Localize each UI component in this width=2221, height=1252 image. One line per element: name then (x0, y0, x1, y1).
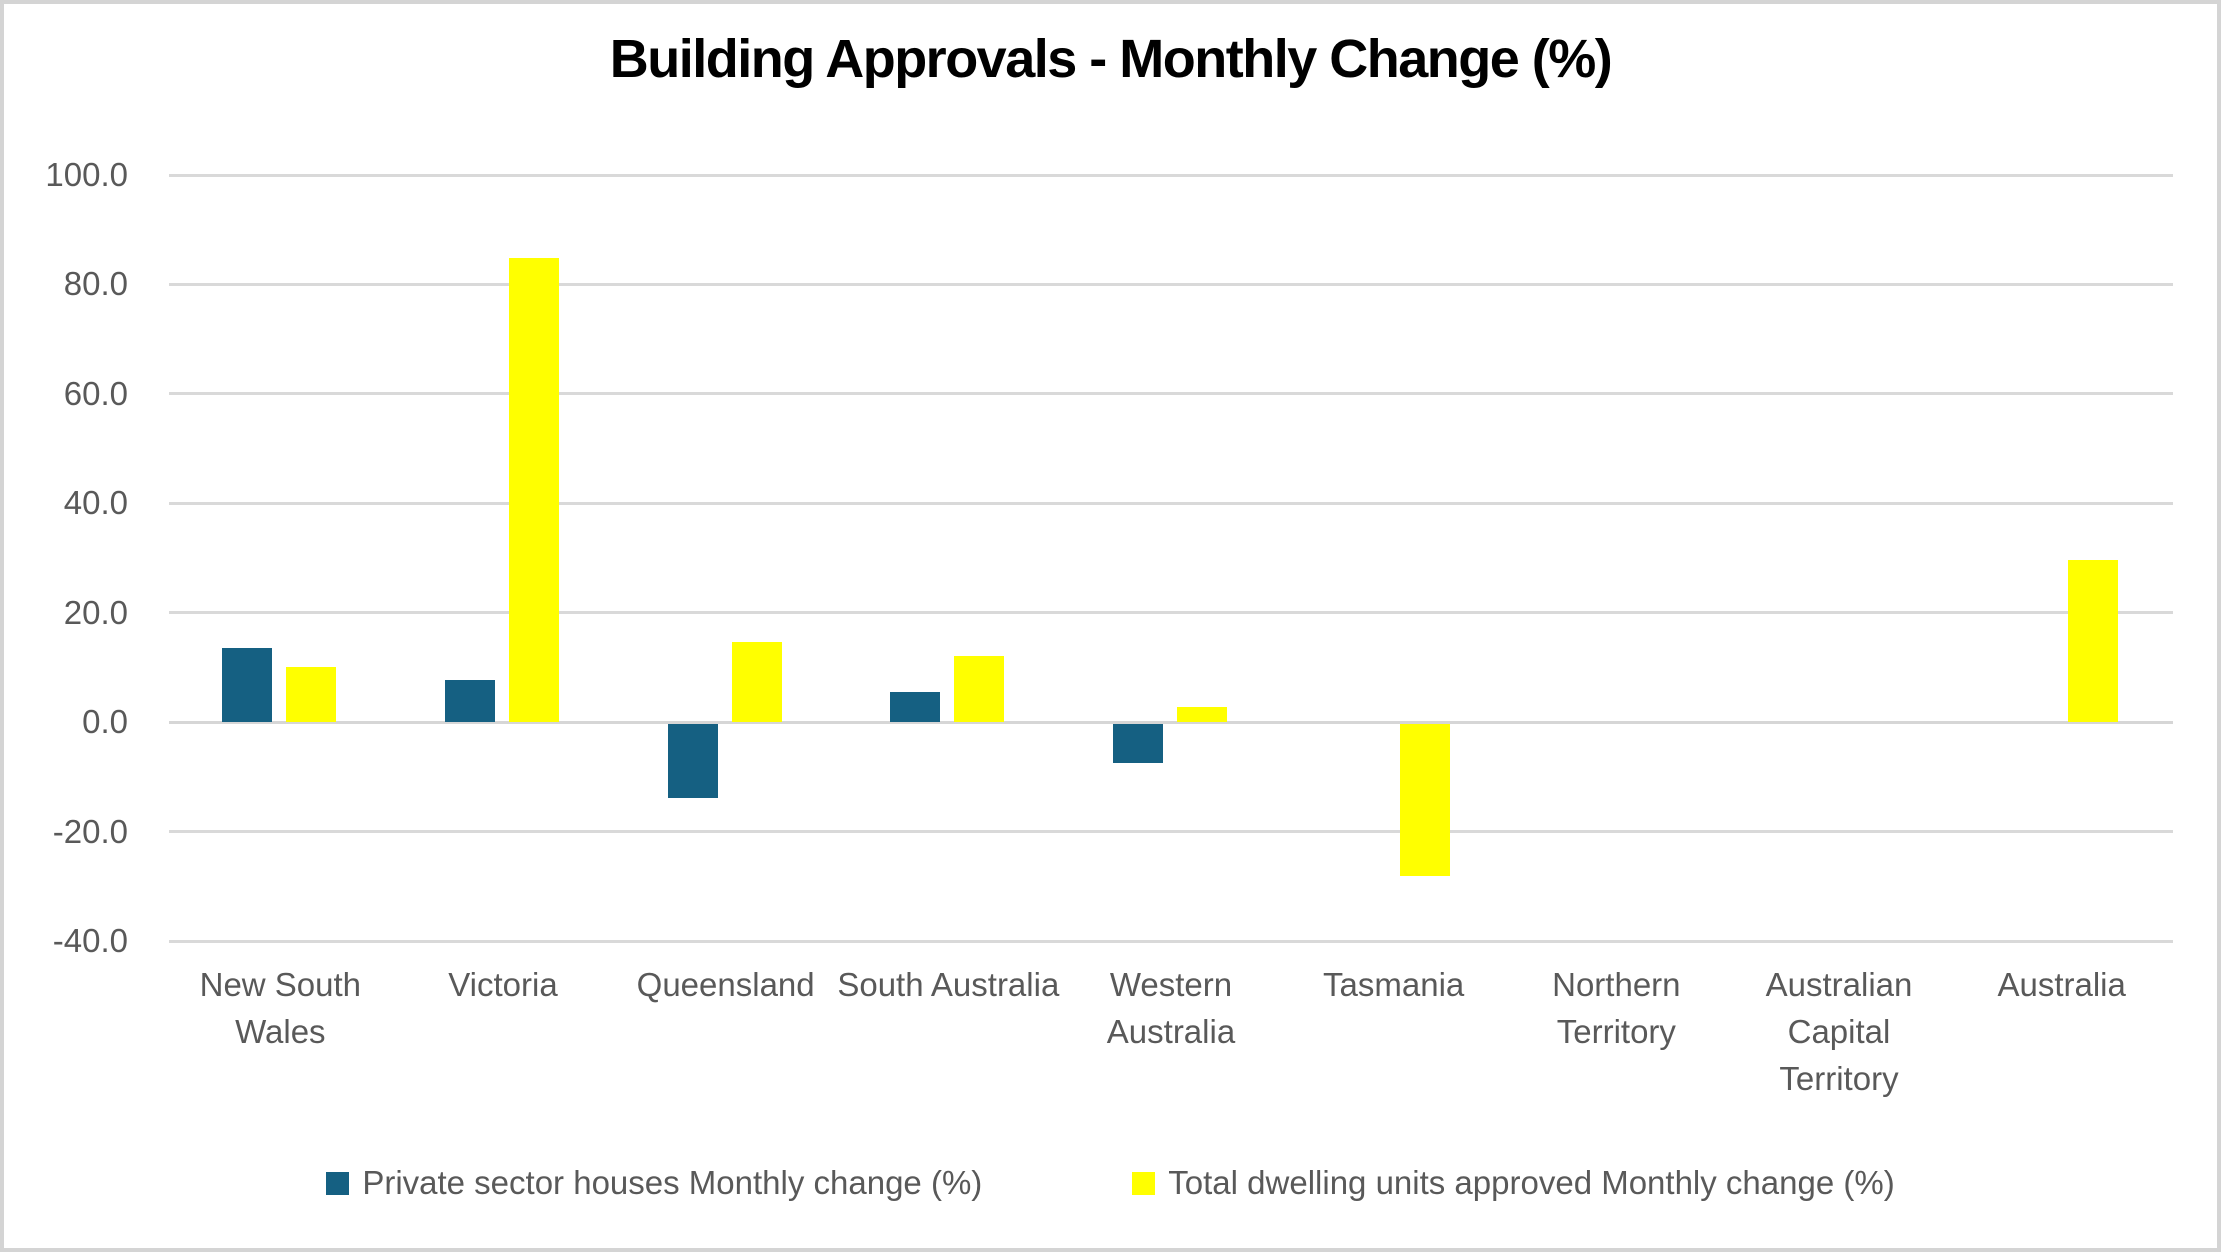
bar-total-dwelling-units-approved (2067, 559, 2118, 723)
bar-total-dwelling-units-approved (731, 641, 782, 723)
x-axis-category-label: Tasmania (1323, 966, 1465, 1003)
x-axis-category-label: Northern Territory (1552, 966, 1681, 1050)
legend-swatch-private-sector-houses (326, 1171, 350, 1195)
gridline (169, 611, 2173, 615)
bar-private-sector-houses-monthly (1113, 723, 1163, 764)
gridline (169, 501, 2173, 505)
legend-swatch-total-dwelling-units (1132, 1171, 1156, 1195)
bar-private-sector-houses-monthly (222, 647, 273, 723)
y-axis-tick-label: 20.0 (63, 593, 128, 631)
x-axis-category-label: New South Wales (199, 966, 362, 1050)
bar-private-sector-houses-monthly (890, 691, 941, 723)
bar-total-dwelling-units-approved (509, 257, 559, 723)
bar-private-sector-houses-monthly (445, 680, 495, 723)
y-axis-tick-label: 40.0 (63, 484, 128, 522)
y-axis-tick-label: 0.0 (82, 703, 128, 741)
x-axis-category-label: Australia (1997, 966, 2126, 1003)
y-axis-tick-label: 80.0 (63, 265, 128, 303)
y-axis-tick-label: -20.0 (52, 812, 128, 850)
gridline (169, 282, 2173, 286)
x-axis-category-label: South Australia (837, 966, 1060, 1003)
bar-total-dwelling-units-approved (286, 667, 337, 723)
chart-title: Building Approvals - Monthly Change (%) (609, 29, 1613, 89)
x-axis-category-label: Victoria (448, 966, 558, 1003)
y-axis-tick-label: -40.0 (52, 922, 128, 959)
y-axis-tick-label: 60.0 (63, 374, 128, 412)
bar-total-dwelling-units-approved (1399, 723, 1450, 877)
bar-total-dwelling-units-approved (954, 655, 1005, 723)
gridline (169, 173, 2173, 177)
x-axis-category-label: Western Australia (1106, 966, 1236, 1050)
legend-label-private-sector-houses: Private sector houses Monthly change (%) (362, 1164, 983, 1201)
gridline (169, 392, 2173, 396)
gridline (169, 939, 2173, 943)
gridline (169, 830, 2173, 834)
legend: Private sector houses Monthly change (%)… (4, 1164, 2217, 1202)
legend-item-private-sector-houses: Private sector houses Monthly change (%) (326, 1164, 982, 1202)
legend-item-total-dwelling-units: Total dwelling units approved Monthly ch… (1132, 1164, 1895, 1202)
x-axis-category-label: Australian Capital Territory (1765, 966, 1913, 1097)
bar-private-sector-houses-monthly (667, 723, 718, 799)
legend-label-total-dwelling-units: Total dwelling units approved Monthly ch… (1168, 1164, 1895, 1201)
x-axis-category-label: Queensland (636, 966, 815, 1003)
bar-total-dwelling-units-approved (1177, 706, 1227, 723)
x-axis-zero-line (169, 720, 2173, 724)
y-axis-tick-label: 100.0 (45, 156, 128, 193)
